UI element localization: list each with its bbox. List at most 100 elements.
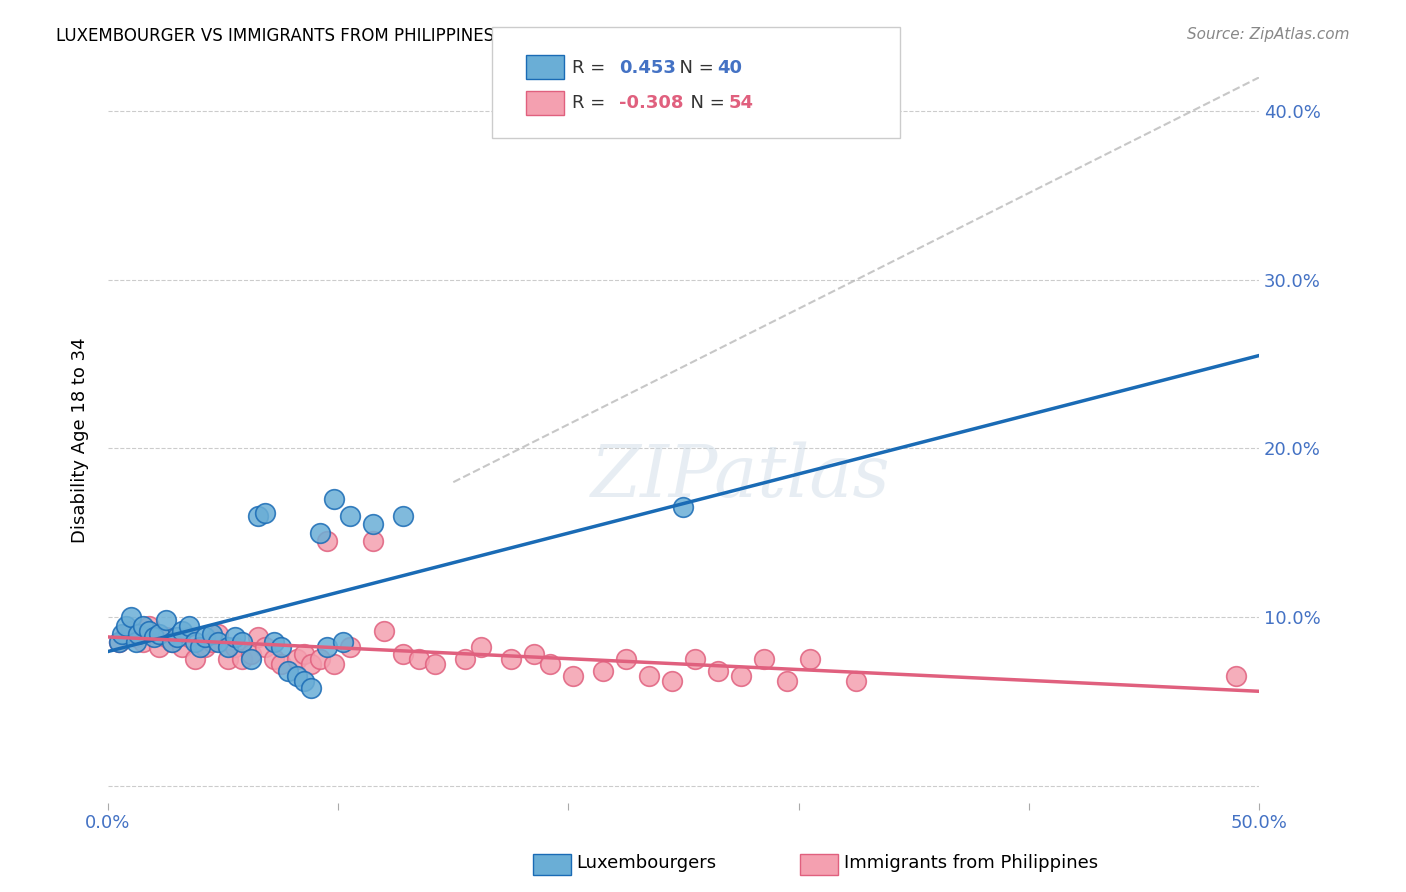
Point	[170, 624, 193, 638]
Point	[562, 669, 585, 683]
Point	[224, 630, 246, 644]
Point	[200, 635, 222, 649]
Point	[277, 664, 299, 678]
Point	[361, 517, 384, 532]
Text: 54: 54	[728, 95, 754, 112]
Point	[423, 657, 446, 672]
Point	[315, 534, 337, 549]
Point	[231, 635, 253, 649]
Point	[148, 627, 170, 641]
Point	[246, 630, 269, 644]
Point	[454, 652, 477, 666]
Point	[661, 674, 683, 689]
Point	[184, 635, 207, 649]
Y-axis label: Disability Age 18 to 34: Disability Age 18 to 34	[72, 337, 89, 543]
Point	[162, 635, 184, 649]
Point	[292, 647, 315, 661]
Text: N =: N =	[679, 95, 731, 112]
Point	[730, 669, 752, 683]
Point	[200, 627, 222, 641]
Point	[299, 657, 322, 672]
Text: R =: R =	[572, 59, 612, 77]
Point	[752, 652, 775, 666]
Text: 40: 40	[717, 59, 742, 77]
Point	[217, 652, 239, 666]
Point	[138, 618, 160, 632]
Point	[143, 630, 166, 644]
Text: 0.453: 0.453	[619, 59, 675, 77]
Point	[127, 627, 149, 641]
Point	[707, 664, 730, 678]
Point	[224, 640, 246, 655]
Point	[188, 640, 211, 655]
Point	[683, 652, 706, 666]
Point	[108, 635, 131, 649]
Point	[177, 618, 200, 632]
Point	[207, 635, 229, 649]
Point	[263, 652, 285, 666]
Point	[131, 618, 153, 632]
Point	[246, 508, 269, 523]
Point	[285, 652, 308, 666]
Point	[270, 657, 292, 672]
Point	[776, 674, 799, 689]
Point	[315, 640, 337, 655]
Point	[332, 635, 354, 649]
Point	[339, 640, 361, 655]
Point	[124, 630, 146, 644]
Point	[194, 640, 217, 655]
Text: ZIPatlas: ZIPatlas	[591, 441, 891, 511]
Point	[155, 614, 177, 628]
Point	[131, 635, 153, 649]
Point	[217, 640, 239, 655]
Point	[124, 635, 146, 649]
Point	[538, 657, 561, 672]
Point	[845, 674, 868, 689]
Point	[115, 627, 138, 641]
Point	[115, 618, 138, 632]
Point	[253, 640, 276, 655]
Text: Source: ZipAtlas.com: Source: ZipAtlas.com	[1187, 27, 1350, 42]
Point	[322, 491, 344, 506]
Point	[292, 674, 315, 689]
Point	[177, 630, 200, 644]
Point	[638, 669, 661, 683]
Point	[108, 635, 131, 649]
Point	[391, 508, 413, 523]
Point	[339, 508, 361, 523]
Point	[166, 630, 188, 644]
Point	[285, 669, 308, 683]
Point	[672, 500, 695, 515]
Point	[499, 652, 522, 666]
Text: N =: N =	[668, 59, 720, 77]
Point	[138, 624, 160, 638]
Point	[170, 640, 193, 655]
Point	[120, 610, 142, 624]
Point	[299, 681, 322, 695]
Point	[155, 630, 177, 644]
Point	[143, 627, 166, 641]
Point	[148, 640, 170, 655]
Point	[592, 664, 614, 678]
Text: Immigrants from Philippines: Immigrants from Philippines	[844, 855, 1098, 872]
Point	[111, 627, 134, 641]
Text: R =: R =	[572, 95, 612, 112]
Text: Luxembourgers: Luxembourgers	[576, 855, 717, 872]
Point	[308, 525, 330, 540]
Point	[1225, 669, 1247, 683]
Point	[361, 534, 384, 549]
Point	[239, 647, 262, 661]
Text: -0.308: -0.308	[619, 95, 683, 112]
Text: LUXEMBOURGER VS IMMIGRANTS FROM PHILIPPINES DISABILITY AGE 18 TO 34 CORRELATION : LUXEMBOURGER VS IMMIGRANTS FROM PHILIPPI…	[56, 27, 896, 45]
Point	[270, 640, 292, 655]
Point	[391, 647, 413, 661]
Point	[470, 640, 492, 655]
Point	[799, 652, 821, 666]
Point	[184, 652, 207, 666]
Point	[408, 652, 430, 666]
Point	[207, 627, 229, 641]
Point	[263, 635, 285, 649]
Point	[523, 647, 546, 661]
Point	[322, 657, 344, 672]
Point	[614, 652, 637, 666]
